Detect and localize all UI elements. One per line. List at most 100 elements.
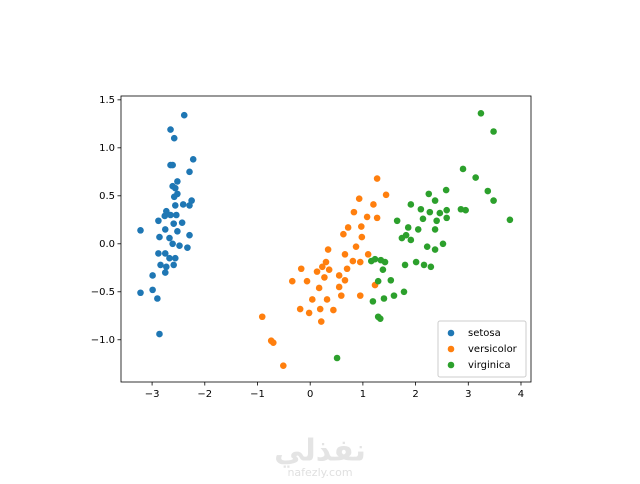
point bbox=[420, 261, 428, 269]
point bbox=[325, 266, 333, 274]
point bbox=[442, 186, 450, 194]
point bbox=[404, 224, 412, 231]
point bbox=[490, 197, 497, 204]
point bbox=[423, 243, 431, 250]
point bbox=[184, 244, 191, 251]
point bbox=[170, 220, 177, 227]
y-tick-label: −1.0 bbox=[91, 335, 115, 346]
point bbox=[431, 197, 439, 204]
legend-box bbox=[437, 320, 527, 378]
point bbox=[161, 226, 169, 233]
point bbox=[472, 174, 479, 181]
point bbox=[335, 272, 343, 279]
point bbox=[484, 187, 492, 195]
point bbox=[317, 318, 325, 325]
point bbox=[343, 265, 351, 273]
point bbox=[373, 214, 381, 222]
y-tick-label: −0.5 bbox=[91, 287, 115, 298]
legend-label: setosa bbox=[468, 328, 501, 339]
point bbox=[296, 305, 304, 313]
point bbox=[426, 208, 434, 216]
point bbox=[156, 233, 163, 241]
point bbox=[176, 242, 183, 250]
point bbox=[363, 213, 371, 221]
point bbox=[154, 295, 161, 302]
point bbox=[161, 212, 169, 220]
x-tick-label: 2 bbox=[412, 389, 418, 400]
point bbox=[459, 165, 467, 173]
point bbox=[174, 228, 181, 235]
point bbox=[407, 236, 415, 244]
point bbox=[337, 292, 345, 299]
point bbox=[303, 277, 311, 285]
point bbox=[156, 330, 163, 338]
plot-frame bbox=[120, 95, 532, 383]
point bbox=[171, 184, 179, 192]
point bbox=[322, 258, 330, 266]
point bbox=[382, 191, 390, 199]
point bbox=[170, 134, 178, 142]
point bbox=[179, 201, 187, 208]
point bbox=[170, 193, 178, 201]
point bbox=[477, 109, 485, 117]
point bbox=[155, 250, 162, 257]
point bbox=[436, 209, 444, 217]
point bbox=[462, 206, 469, 214]
point bbox=[368, 257, 375, 265]
point bbox=[374, 277, 382, 285]
point bbox=[169, 161, 176, 169]
point bbox=[398, 234, 406, 242]
point bbox=[387, 276, 395, 284]
legend-label: versicolor bbox=[468, 344, 518, 355]
point bbox=[323, 296, 331, 303]
point bbox=[178, 219, 186, 226]
point bbox=[370, 201, 377, 208]
point bbox=[350, 208, 358, 216]
point bbox=[443, 214, 450, 222]
point bbox=[352, 243, 360, 250]
point bbox=[180, 111, 188, 119]
point bbox=[149, 272, 156, 279]
x-tick-label: 3 bbox=[465, 389, 471, 400]
point bbox=[186, 231, 193, 239]
point bbox=[407, 201, 415, 208]
y-tick-label: 0.5 bbox=[99, 191, 115, 202]
point bbox=[169, 240, 176, 248]
legend-marker bbox=[447, 329, 455, 337]
point bbox=[335, 283, 343, 291]
point bbox=[419, 215, 427, 223]
point bbox=[171, 202, 179, 209]
point bbox=[319, 263, 326, 271]
point bbox=[439, 240, 447, 248]
point bbox=[433, 217, 440, 225]
x-tick-label: 4 bbox=[518, 389, 524, 400]
point bbox=[431, 226, 439, 233]
point bbox=[321, 274, 328, 281]
point bbox=[167, 126, 174, 133]
point bbox=[364, 251, 372, 258]
point bbox=[490, 128, 497, 135]
watermark-logo: نفذلي bbox=[274, 434, 366, 469]
point bbox=[349, 257, 357, 265]
point bbox=[380, 295, 388, 302]
point bbox=[425, 190, 433, 198]
point bbox=[166, 254, 173, 262]
point bbox=[170, 261, 177, 269]
point bbox=[412, 258, 420, 266]
point bbox=[330, 306, 337, 314]
point bbox=[431, 246, 439, 253]
point bbox=[381, 258, 389, 266]
point bbox=[137, 289, 144, 297]
legend-marker bbox=[447, 361, 455, 369]
point bbox=[280, 362, 287, 369]
point bbox=[270, 339, 277, 346]
point bbox=[340, 230, 347, 238]
y-tick-label: 0.0 bbox=[99, 239, 115, 250]
point bbox=[358, 223, 365, 230]
point bbox=[186, 168, 193, 176]
point bbox=[308, 296, 316, 303]
point bbox=[163, 263, 170, 271]
point bbox=[149, 286, 156, 294]
point bbox=[390, 292, 398, 299]
